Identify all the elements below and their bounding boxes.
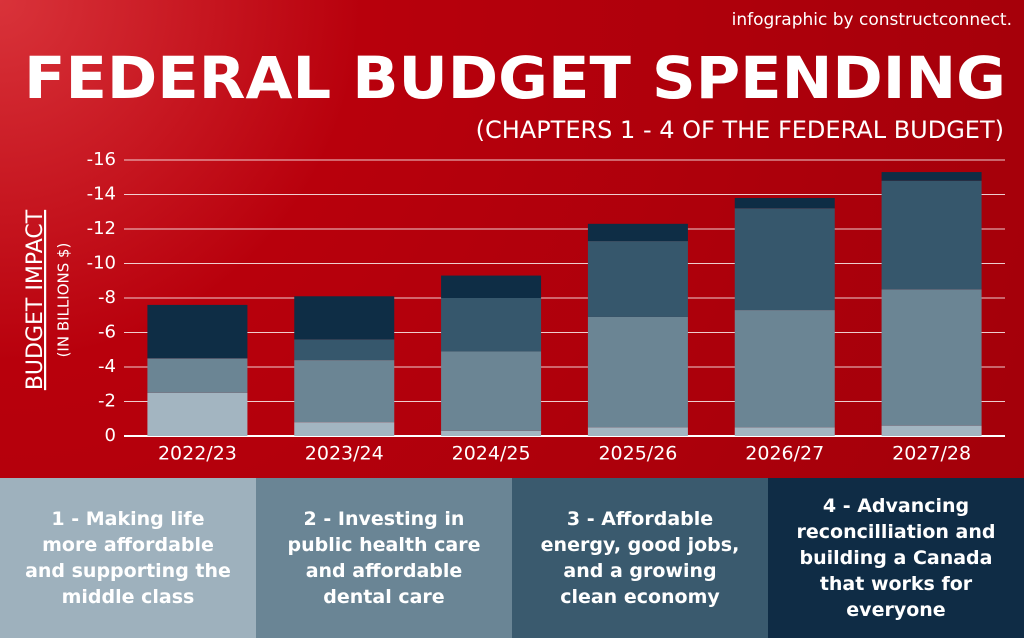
x-tick-label: 2027/28 bbox=[892, 443, 971, 465]
bar-segment bbox=[441, 275, 542, 298]
bar-segment bbox=[734, 310, 835, 428]
y-tick-label: -6 bbox=[98, 322, 116, 343]
bar-segment bbox=[587, 223, 688, 242]
bar-segment bbox=[147, 392, 248, 436]
y-tick-label: -10 bbox=[87, 253, 116, 274]
y-axis-sublabel: (IN BILLIONS $) bbox=[55, 243, 73, 358]
y-tick-label: -8 bbox=[98, 287, 116, 308]
bar-segment bbox=[734, 208, 835, 311]
bar-segment bbox=[147, 304, 248, 359]
bar-segment bbox=[294, 360, 395, 423]
bar-segment bbox=[881, 425, 982, 436]
bar-segment bbox=[587, 241, 688, 317]
bar-segment bbox=[881, 172, 982, 181]
x-tick-label: 2026/27 bbox=[745, 443, 824, 465]
bar-segment bbox=[881, 180, 982, 290]
legend-entry: 2 - Investing in public health care and … bbox=[256, 478, 512, 638]
y-tick-label: -4 bbox=[98, 356, 116, 377]
bar-segment bbox=[294, 296, 395, 340]
bar-segment bbox=[734, 427, 835, 436]
legend-entry: 3 - Affordable energy, good jobs, and a … bbox=[512, 478, 768, 638]
bar-segment bbox=[441, 430, 542, 436]
y-tick-label: -14 bbox=[87, 184, 116, 205]
x-tick-label: 2024/25 bbox=[452, 443, 531, 465]
y-tick-label: -12 bbox=[87, 218, 116, 239]
bar-segment bbox=[441, 298, 542, 352]
x-tick-label: 2023/24 bbox=[305, 443, 384, 465]
y-tick-label: 0 bbox=[105, 425, 116, 446]
bar-segment bbox=[147, 358, 248, 393]
x-tick-label: 2025/26 bbox=[598, 443, 677, 465]
chart-title: FEDERAL BUDGET SPENDING bbox=[24, 44, 1006, 112]
legend: 1 - Making life more affordable and supp… bbox=[0, 478, 1024, 638]
bar-segment bbox=[294, 422, 395, 436]
bar-segment bbox=[294, 339, 395, 361]
bar-segment bbox=[881, 289, 982, 426]
bar-segment bbox=[587, 427, 688, 436]
legend-entry: 1 - Making life more affordable and supp… bbox=[0, 478, 256, 638]
y-axis-label: BUDGET IMPACT bbox=[23, 209, 48, 390]
legend-entry: 4 - Advancing reconcilliation and buildi… bbox=[768, 478, 1024, 638]
chart-subtitle: (CHAPTERS 1 - 4 OF THE FEDERAL BUDGET) bbox=[476, 116, 1004, 144]
y-tick-label: -2 bbox=[98, 391, 116, 412]
bar-segment bbox=[441, 351, 542, 431]
credit: infographic by constructconnect. bbox=[732, 10, 1012, 30]
bar-segment bbox=[587, 316, 688, 428]
chart: infographic by constructconnect. FEDERAL… bbox=[23, 10, 1012, 465]
bar-segment bbox=[734, 197, 835, 209]
x-tick-label: 2022/23 bbox=[158, 443, 237, 465]
y-tick-label: -16 bbox=[87, 149, 116, 170]
